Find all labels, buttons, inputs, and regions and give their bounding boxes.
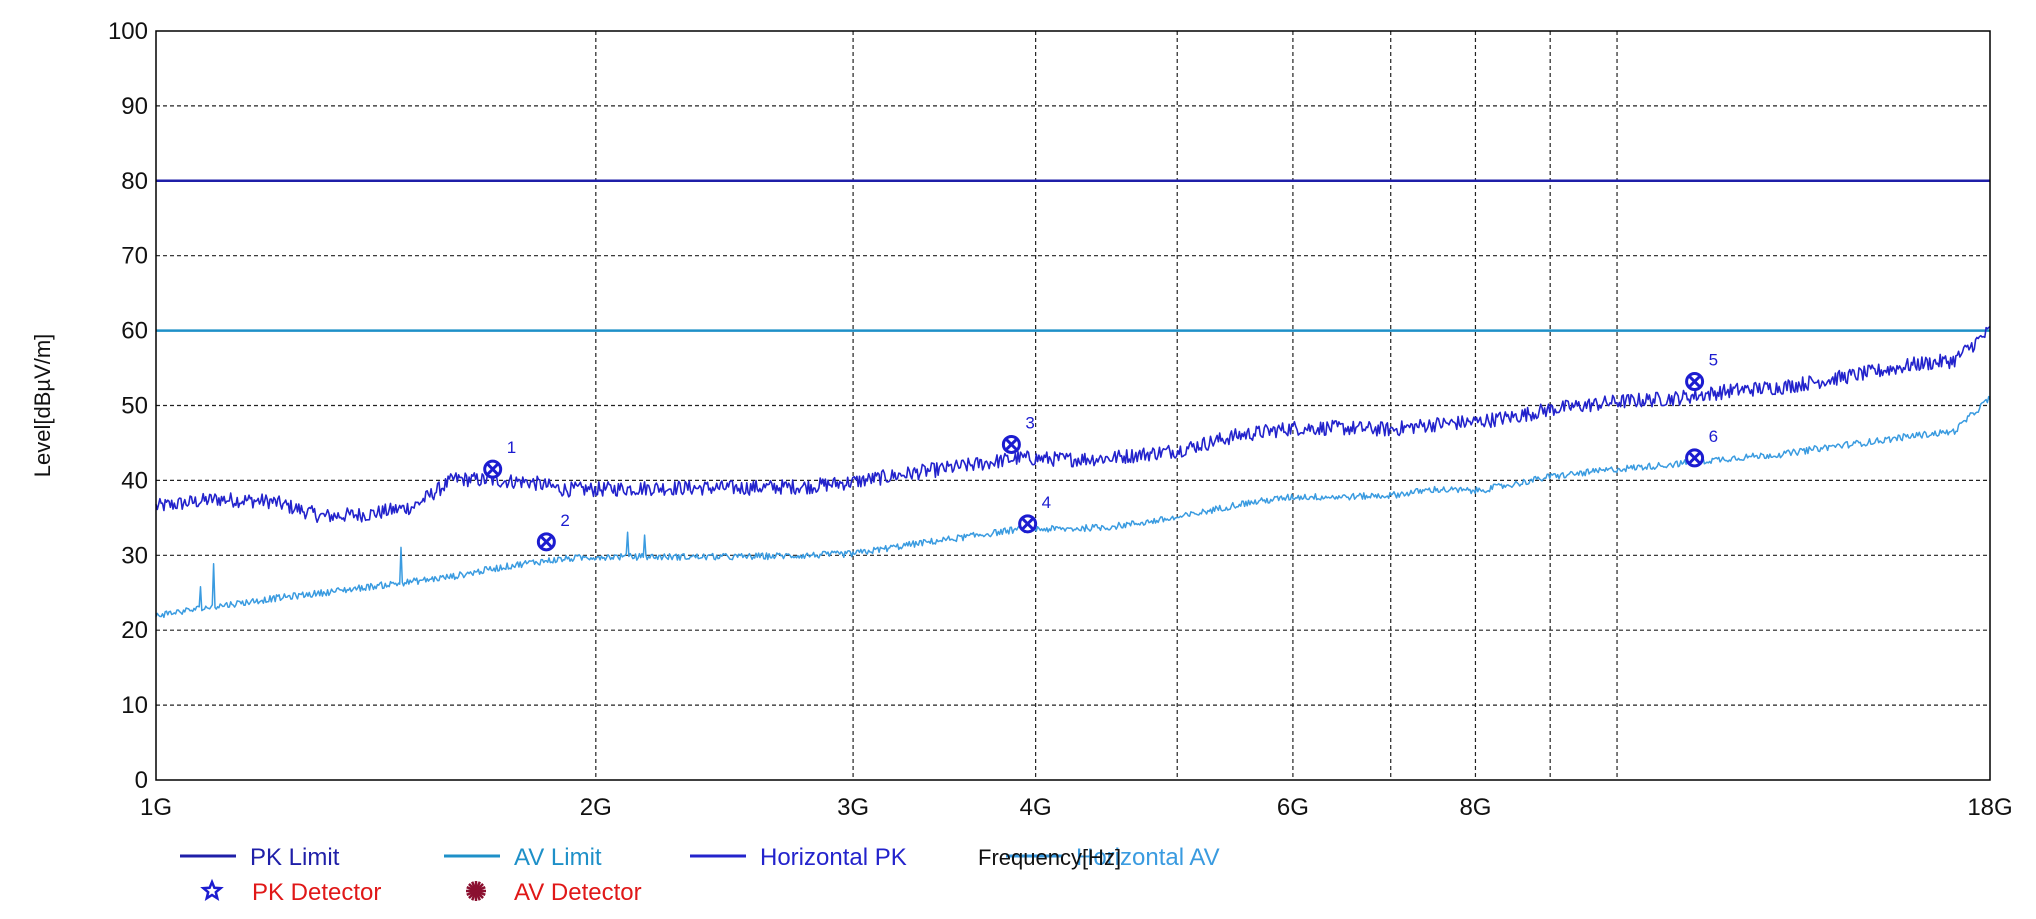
legend-label: AV Detector (514, 879, 642, 906)
y-tick-label: 0 (135, 767, 148, 794)
grid (156, 31, 1990, 780)
y-tick-label: 80 (121, 168, 148, 195)
marker-4: 4 (1018, 493, 1051, 534)
legend-label: PK Detector (252, 879, 381, 906)
legend-label: AV Limit (514, 844, 602, 871)
plot-frame (155, 30, 1991, 781)
y-tick-label: 60 (121, 318, 148, 345)
marker-label: 6 (1709, 427, 1718, 446)
marker-6: 6 (1685, 427, 1718, 468)
y-tick-label: 90 (121, 93, 148, 120)
x-tick-labels: 1G 2G 3G 4G 6G 8G 18G (140, 794, 2013, 821)
y-tick-label: 70 (121, 243, 148, 270)
y-tick-label: 10 (121, 692, 148, 719)
x-tick-label: 8G (1459, 794, 1491, 821)
marker-label: 4 (1042, 493, 1051, 512)
legend-entry: AV Detector (466, 879, 642, 906)
marker-label: 5 (1709, 351, 1718, 370)
burst-icon (466, 886, 486, 896)
star-icon (200, 878, 224, 901)
x-tick-label: 2G (580, 794, 612, 821)
markers: 1 2 3 4 5 6 (483, 351, 1718, 552)
x-tick-label: 1G (140, 794, 172, 821)
limit-lines (156, 179, 1990, 332)
marker-label: 1 (507, 438, 516, 457)
legend-entry: AV Limit (444, 844, 602, 871)
x-tick-label: 4G (1020, 794, 1052, 821)
legend-entry: Horizontal AV (1006, 844, 1220, 871)
series-horizontal-pk (155, 325, 1991, 524)
series-horizontal-av (155, 395, 1991, 619)
marker-2: 2 (536, 511, 570, 552)
legend-label: Horizontal PK (760, 844, 907, 871)
y-tick-label: 100 (108, 18, 148, 45)
x-tick-label: 6G (1277, 794, 1309, 821)
marker-label: 3 (1025, 413, 1034, 432)
x-axis-label: Frequency[Hz] (978, 845, 1121, 870)
series-lines (155, 325, 1991, 619)
y-tick-labels: 0 10 20 30 40 50 60 70 80 90 100 (108, 18, 148, 794)
marker-5: 5 (1685, 351, 1718, 392)
legend-label: PK Limit (250, 844, 340, 871)
marker-label: 2 (560, 511, 569, 530)
legend-entry: PK Limit (180, 844, 340, 871)
marker-3: 3 (1001, 413, 1035, 454)
y-tick-label: 50 (121, 393, 148, 420)
y-axis-label: Level[dBµV/m] (30, 334, 55, 478)
legend-entry: PK Detector (200, 878, 381, 906)
legend-label: Horizontal AV (1076, 844, 1220, 871)
marker-1: 1 (483, 438, 516, 479)
y-tick-label: 30 (121, 542, 148, 569)
y-tick-label: 20 (121, 617, 148, 644)
y-tick-label: 40 (121, 467, 148, 494)
x-tick-label: 3G (837, 794, 869, 821)
legend-entry: Horizontal PK (690, 844, 907, 871)
legend: PK Limit AV Limit Horizontal PK Horizontal … (180, 844, 1220, 906)
x-tick-label: 18G (1967, 794, 2012, 821)
